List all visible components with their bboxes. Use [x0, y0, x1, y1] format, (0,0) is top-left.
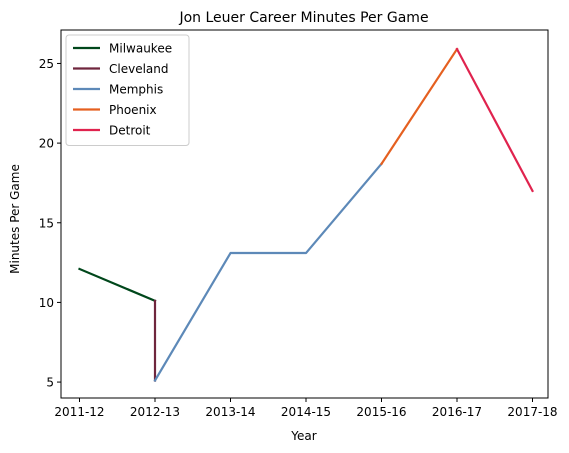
y-tick-label: 5	[46, 376, 54, 390]
legend-label-phoenix: Phoenix	[109, 103, 157, 117]
chart-title: Jon Leuer Career Minutes Per Game	[178, 10, 428, 26]
series-layer	[78, 47, 534, 382]
x-tick-label: 2016-17	[432, 405, 482, 419]
y-tick-label: 10	[39, 296, 54, 310]
x-tick-label: 2013-14	[205, 405, 255, 419]
x-axis-label: Year	[290, 429, 316, 443]
x-tick-label: 2017-18	[507, 405, 557, 419]
legend: Milwaukee Cleveland Memphis Phoenix Detroit	[65, 34, 190, 146]
y-tick-label: 15	[39, 216, 54, 230]
y-tick-label: 20	[39, 137, 54, 151]
x-tick-label: 2011-12	[54, 405, 104, 419]
legend-label-milwaukee: Milwaukee	[109, 42, 172, 56]
x-tick-label: 2015-16	[356, 405, 406, 419]
series-line-milwaukee	[78, 267, 157, 303]
y-tick-label: 25	[39, 57, 54, 71]
x-tick-label: 2014-15	[281, 405, 331, 419]
plot-frame	[60, 29, 549, 399]
x-axis: 2011-12 2012-13 2013-14 2014-15 2015-16 2016-…	[54, 398, 558, 419]
legend-box	[65, 34, 190, 146]
y-axis-label: Minutes Per Game	[8, 164, 22, 274]
y-axis: 5 10 15 20 25	[39, 57, 61, 390]
series-line-phoenix	[379, 47, 459, 166]
series-line-memphis	[153, 162, 384, 382]
legend-label-memphis: Memphis	[109, 83, 163, 97]
legend-label-detroit: Detroit	[109, 124, 151, 138]
legend-label-cleveland: Cleveland	[109, 62, 169, 76]
series-line-detroit	[455, 47, 534, 193]
x-tick-label: 2012-13	[130, 405, 180, 419]
